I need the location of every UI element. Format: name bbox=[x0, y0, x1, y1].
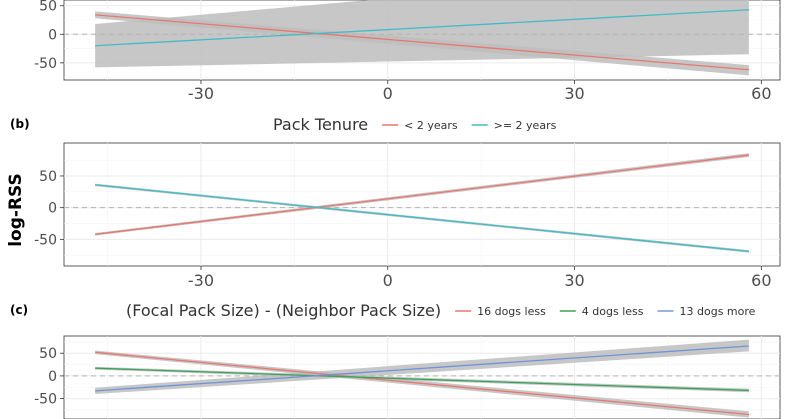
y-tick-label: 0 bbox=[48, 201, 57, 217]
x-tick-label: 30 bbox=[564, 271, 584, 290]
series-line bbox=[95, 351, 749, 416]
panel-label: (b) bbox=[10, 117, 30, 131]
x-tick-label: 60 bbox=[751, 84, 771, 103]
panel-content bbox=[64, 336, 780, 419]
legend-title: (Focal Pack Size) - (Neighbor Pack Size) bbox=[126, 301, 441, 320]
legend: Pack Tenure < 2 years >= 2 years bbox=[273, 115, 557, 134]
plot-panel bbox=[63, 142, 781, 267]
x-tick-label: 60 bbox=[751, 271, 771, 290]
series-line bbox=[95, 154, 749, 235]
y-tick-label: -50 bbox=[34, 232, 57, 248]
x-tick-label: 0 bbox=[383, 271, 393, 290]
panel-content bbox=[64, 143, 780, 266]
y-axis-label: log-RSS bbox=[6, 173, 26, 247]
ci-band bbox=[95, 0, 749, 68]
x-tick-label: 0 bbox=[383, 84, 393, 103]
y-tick-label: 0 bbox=[48, 369, 57, 385]
y-tick-label: 50 bbox=[39, 0, 57, 15]
x-tick-label: -30 bbox=[188, 271, 214, 290]
x-tick-label: -30 bbox=[188, 84, 214, 103]
y-tick-label: -50 bbox=[34, 392, 57, 408]
legend-entry-label: 16 dogs less bbox=[477, 305, 546, 318]
legend-entry-label: 13 dogs more bbox=[680, 305, 756, 318]
y-tick-label: -50 bbox=[34, 56, 57, 72]
legend-entry-label: < 2 years bbox=[404, 119, 458, 132]
y-tick-label: 50 bbox=[39, 346, 57, 362]
series-line bbox=[95, 345, 749, 392]
legend: (Focal Pack Size) - (Neighbor Pack Size)… bbox=[126, 301, 756, 320]
legend-title: Pack Tenure bbox=[273, 115, 368, 134]
series-line bbox=[95, 184, 749, 253]
chart-root: -50 0 50 -30 0 30 60 -50 0 50 -30 0 30 60 (b) Pack Tenu… bbox=[10, 0, 781, 419]
y-tick-label: 50 bbox=[39, 169, 57, 185]
series-line bbox=[95, 367, 749, 392]
legend-entry-label: >= 2 years bbox=[494, 119, 557, 132]
series-line bbox=[95, 9, 749, 47]
y-tick-label: 0 bbox=[48, 27, 57, 43]
x-tick-label: 30 bbox=[564, 84, 584, 103]
panel-content bbox=[64, 0, 780, 80]
panel-label: (c) bbox=[10, 303, 28, 317]
series-line bbox=[95, 14, 749, 71]
ci-band bbox=[95, 339, 749, 395]
legend-entry-label: 4 dogs less bbox=[582, 305, 644, 318]
